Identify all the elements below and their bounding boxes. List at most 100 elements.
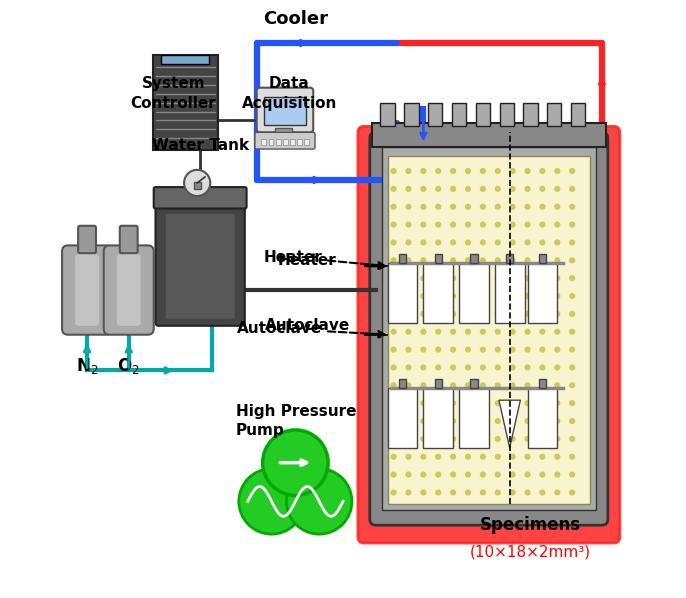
Circle shape	[495, 169, 500, 173]
Circle shape	[391, 258, 396, 263]
Circle shape	[525, 472, 530, 477]
Circle shape	[391, 169, 396, 173]
Circle shape	[570, 187, 575, 191]
Text: Heater: Heater	[263, 250, 384, 269]
Circle shape	[555, 258, 560, 263]
Circle shape	[480, 383, 485, 388]
Circle shape	[451, 347, 456, 352]
Circle shape	[495, 347, 500, 352]
Circle shape	[451, 437, 456, 441]
Circle shape	[495, 365, 500, 370]
Circle shape	[510, 258, 515, 263]
Circle shape	[555, 401, 560, 405]
Circle shape	[406, 454, 411, 459]
Circle shape	[540, 240, 545, 245]
Circle shape	[391, 240, 396, 245]
Circle shape	[436, 258, 440, 263]
Circle shape	[480, 205, 485, 209]
Circle shape	[451, 187, 456, 191]
Bar	[435, 254, 442, 263]
Bar	[539, 254, 546, 263]
Circle shape	[436, 329, 440, 334]
Circle shape	[391, 222, 396, 227]
Bar	[276, 139, 281, 145]
Circle shape	[436, 294, 440, 298]
FancyBboxPatch shape	[372, 123, 606, 147]
Circle shape	[555, 437, 560, 441]
Bar	[528, 388, 557, 448]
Circle shape	[570, 329, 575, 334]
Circle shape	[525, 347, 530, 352]
Circle shape	[570, 454, 575, 459]
Circle shape	[540, 419, 545, 423]
Circle shape	[480, 419, 485, 423]
Bar	[399, 254, 406, 263]
Circle shape	[436, 276, 440, 280]
Circle shape	[406, 294, 411, 298]
Circle shape	[510, 240, 515, 245]
Circle shape	[436, 454, 440, 459]
Text: Water Tank: Water Tank	[152, 138, 249, 153]
Circle shape	[436, 383, 440, 388]
Bar	[471, 379, 477, 388]
Circle shape	[480, 312, 485, 316]
FancyBboxPatch shape	[78, 226, 96, 253]
Circle shape	[495, 490, 500, 495]
Circle shape	[510, 222, 515, 227]
Circle shape	[540, 365, 545, 370]
Circle shape	[480, 454, 485, 459]
Bar	[264, 97, 305, 125]
Circle shape	[540, 454, 545, 459]
Circle shape	[525, 365, 530, 370]
Circle shape	[451, 276, 456, 280]
Circle shape	[184, 170, 211, 196]
FancyBboxPatch shape	[62, 245, 112, 335]
Circle shape	[510, 312, 515, 316]
Bar	[388, 263, 417, 323]
FancyBboxPatch shape	[475, 103, 490, 126]
Circle shape	[525, 222, 530, 227]
Circle shape	[540, 329, 545, 334]
Circle shape	[421, 401, 426, 405]
Circle shape	[540, 169, 545, 173]
Circle shape	[570, 401, 575, 405]
Circle shape	[495, 276, 500, 280]
Circle shape	[555, 347, 560, 352]
Circle shape	[466, 205, 471, 209]
FancyBboxPatch shape	[404, 103, 418, 126]
FancyBboxPatch shape	[104, 245, 154, 335]
Bar	[305, 139, 309, 145]
Circle shape	[406, 258, 411, 263]
Circle shape	[525, 169, 530, 173]
Circle shape	[406, 490, 411, 495]
Circle shape	[406, 187, 411, 191]
Circle shape	[480, 187, 485, 191]
FancyBboxPatch shape	[156, 201, 245, 326]
Circle shape	[495, 205, 500, 209]
Circle shape	[421, 437, 426, 441]
Circle shape	[406, 276, 411, 280]
Circle shape	[510, 383, 515, 388]
Circle shape	[466, 437, 471, 441]
Circle shape	[451, 258, 456, 263]
Circle shape	[570, 383, 575, 388]
Circle shape	[451, 240, 456, 245]
Circle shape	[451, 401, 456, 405]
Circle shape	[480, 472, 485, 477]
Circle shape	[391, 437, 396, 441]
Circle shape	[570, 294, 575, 298]
Circle shape	[495, 187, 500, 191]
FancyBboxPatch shape	[523, 103, 538, 126]
Circle shape	[480, 329, 485, 334]
Circle shape	[421, 383, 426, 388]
Circle shape	[436, 187, 440, 191]
FancyBboxPatch shape	[75, 254, 99, 326]
Circle shape	[570, 419, 575, 423]
Circle shape	[540, 205, 545, 209]
Circle shape	[570, 205, 575, 209]
Circle shape	[436, 240, 440, 245]
Circle shape	[391, 294, 396, 298]
Circle shape	[466, 454, 471, 459]
FancyBboxPatch shape	[428, 103, 442, 126]
Circle shape	[287, 469, 352, 534]
